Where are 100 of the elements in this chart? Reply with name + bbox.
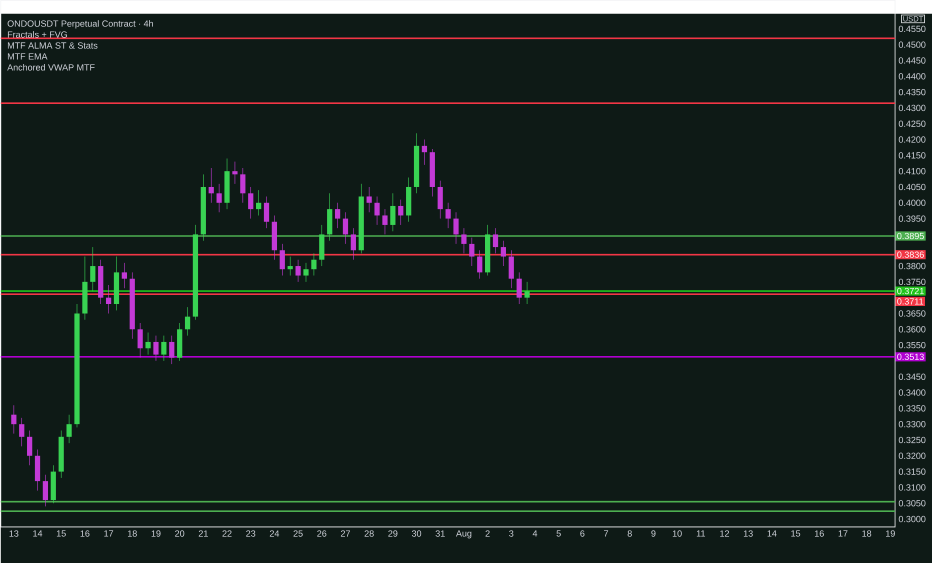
x-tick-label: 28 <box>364 530 374 537</box>
y-tick-label: 0.4200 <box>898 136 926 143</box>
candlestick <box>469 237 474 266</box>
y-tick-label: 0.3300 <box>898 420 926 428</box>
candlestick <box>438 180 443 219</box>
candlestick <box>66 414 72 444</box>
x-tick-label: 20 <box>175 530 184 537</box>
y-tick-label: 0.3650 <box>898 310 926 317</box>
ref-line-label: 0.3721 <box>897 288 924 294</box>
candlestick <box>280 243 285 276</box>
x-tick-label: 31 <box>436 530 445 537</box>
candlestick <box>374 196 380 226</box>
candlestick <box>216 183 222 212</box>
x-tick-label: 6 <box>580 530 584 537</box>
candlestick <box>248 186 254 219</box>
y-tick-label: 0.4000 <box>898 199 926 206</box>
x-tick-label: 21 <box>198 530 208 536</box>
y-tick-label: 0.3150 <box>898 468 926 475</box>
candlestick <box>42 474 48 507</box>
x-tick-label: 18 <box>128 530 137 537</box>
y-tick-label: 0.4100 <box>898 168 926 174</box>
candlestick <box>288 256 293 276</box>
y-tick-label: 0.3100 <box>898 484 926 490</box>
y-tick-label: 0.3200 <box>898 452 926 459</box>
candlestick <box>334 202 340 228</box>
candlestick <box>145 332 151 355</box>
candlestick <box>27 430 32 466</box>
candlestick <box>264 196 270 228</box>
y-tick-label: 0.3950 <box>898 215 926 222</box>
x-tick-label: 27 <box>340 530 350 536</box>
x-tick-label: 13 <box>744 530 753 537</box>
x-tick-label: 11 <box>696 530 706 536</box>
y-tick-label: 0.4400 <box>898 72 926 80</box>
ref-line-label: 0.3711 <box>897 298 924 304</box>
candlestick <box>446 202 451 228</box>
candlestick <box>169 335 174 364</box>
candlestick <box>208 168 214 203</box>
x-tick-label: 24 <box>270 530 280 536</box>
x-tick-label: 10 <box>672 530 682 537</box>
candlestick <box>184 306 190 336</box>
annotation: MTF ALMA ST & Stats <box>8 42 98 49</box>
y-tick-label: 0.3000 <box>898 516 926 522</box>
x-tick-label: 12 <box>720 530 730 536</box>
y-tick-label: 0.3750 <box>898 278 926 285</box>
y-tick-label: 0.3350 <box>898 405 926 412</box>
x-tick-label: 14 <box>768 530 777 536</box>
x-tick-label: 4 <box>532 530 538 536</box>
x-tick-label: 5 <box>556 530 561 536</box>
x-tick-label: 15 <box>791 530 800 536</box>
x-tick-label: 13 <box>10 530 18 537</box>
annotation: MTF EMA <box>8 53 48 60</box>
candlestick <box>453 212 459 244</box>
candlestick <box>295 259 301 282</box>
y-tick-label: 0.3050 <box>898 500 926 506</box>
x-tick-label: Aug <box>456 530 472 538</box>
candlestick <box>240 168 246 203</box>
y-tick-label: 0.3550 <box>898 342 926 348</box>
text: ONDOUSDT Perpetual Contract · 4h <box>8 20 153 28</box>
candlestick <box>138 322 143 358</box>
x-tick-label: 16 <box>80 530 90 537</box>
y-tick-label: 0.4150 <box>898 152 926 158</box>
x-tick-label: 17 <box>838 530 848 536</box>
candlestick <box>122 262 127 288</box>
candlestick <box>477 250 482 279</box>
annotation: Anchored VWAP MTF <box>7 64 95 70</box>
candlestick <box>11 404 16 434</box>
x-tick-label: 30 <box>412 530 422 537</box>
candlestick <box>508 250 514 288</box>
x-tick-label: 17 <box>104 530 114 536</box>
y-tick-label: 0.4300 <box>898 104 926 111</box>
x-tick-label: 2 <box>486 530 490 536</box>
annotation: Fractals + FVG <box>8 30 68 38</box>
x-tick-label: 14 <box>33 530 42 536</box>
x-tick-label: 8 <box>628 530 632 537</box>
x-tick-label: 15 <box>56 530 66 536</box>
x-tick-label: 19 <box>886 530 895 537</box>
candlestick <box>500 240 506 266</box>
candlestick <box>382 208 388 235</box>
x-tick-label: 25 <box>294 530 303 537</box>
candlestick <box>516 272 522 304</box>
candlestick <box>461 228 467 254</box>
ref-line-label: 0.3836 <box>897 251 924 258</box>
candlestick <box>492 228 498 254</box>
candlestick <box>311 252 316 276</box>
candlestick <box>153 335 159 362</box>
y-tick-label: 0.4350 <box>898 88 926 96</box>
y-tick-label: 0.3250 <box>898 436 926 444</box>
x-tick-label: 29 <box>388 530 398 537</box>
x-tick-label: 16 <box>814 530 824 537</box>
candlestick <box>161 335 166 362</box>
y-tick-label: 0.3600 <box>898 326 926 332</box>
y-tick-label: 0.4050 <box>898 184 926 190</box>
candlestick <box>256 190 262 216</box>
candlestick <box>524 281 530 304</box>
ref-line-label: 0.3513 <box>897 353 924 360</box>
candlestick <box>342 212 348 244</box>
candlestick <box>90 246 96 292</box>
y-tick-label: 0.3800 <box>898 262 926 270</box>
candlestick <box>303 262 309 282</box>
candlestick <box>398 199 404 226</box>
